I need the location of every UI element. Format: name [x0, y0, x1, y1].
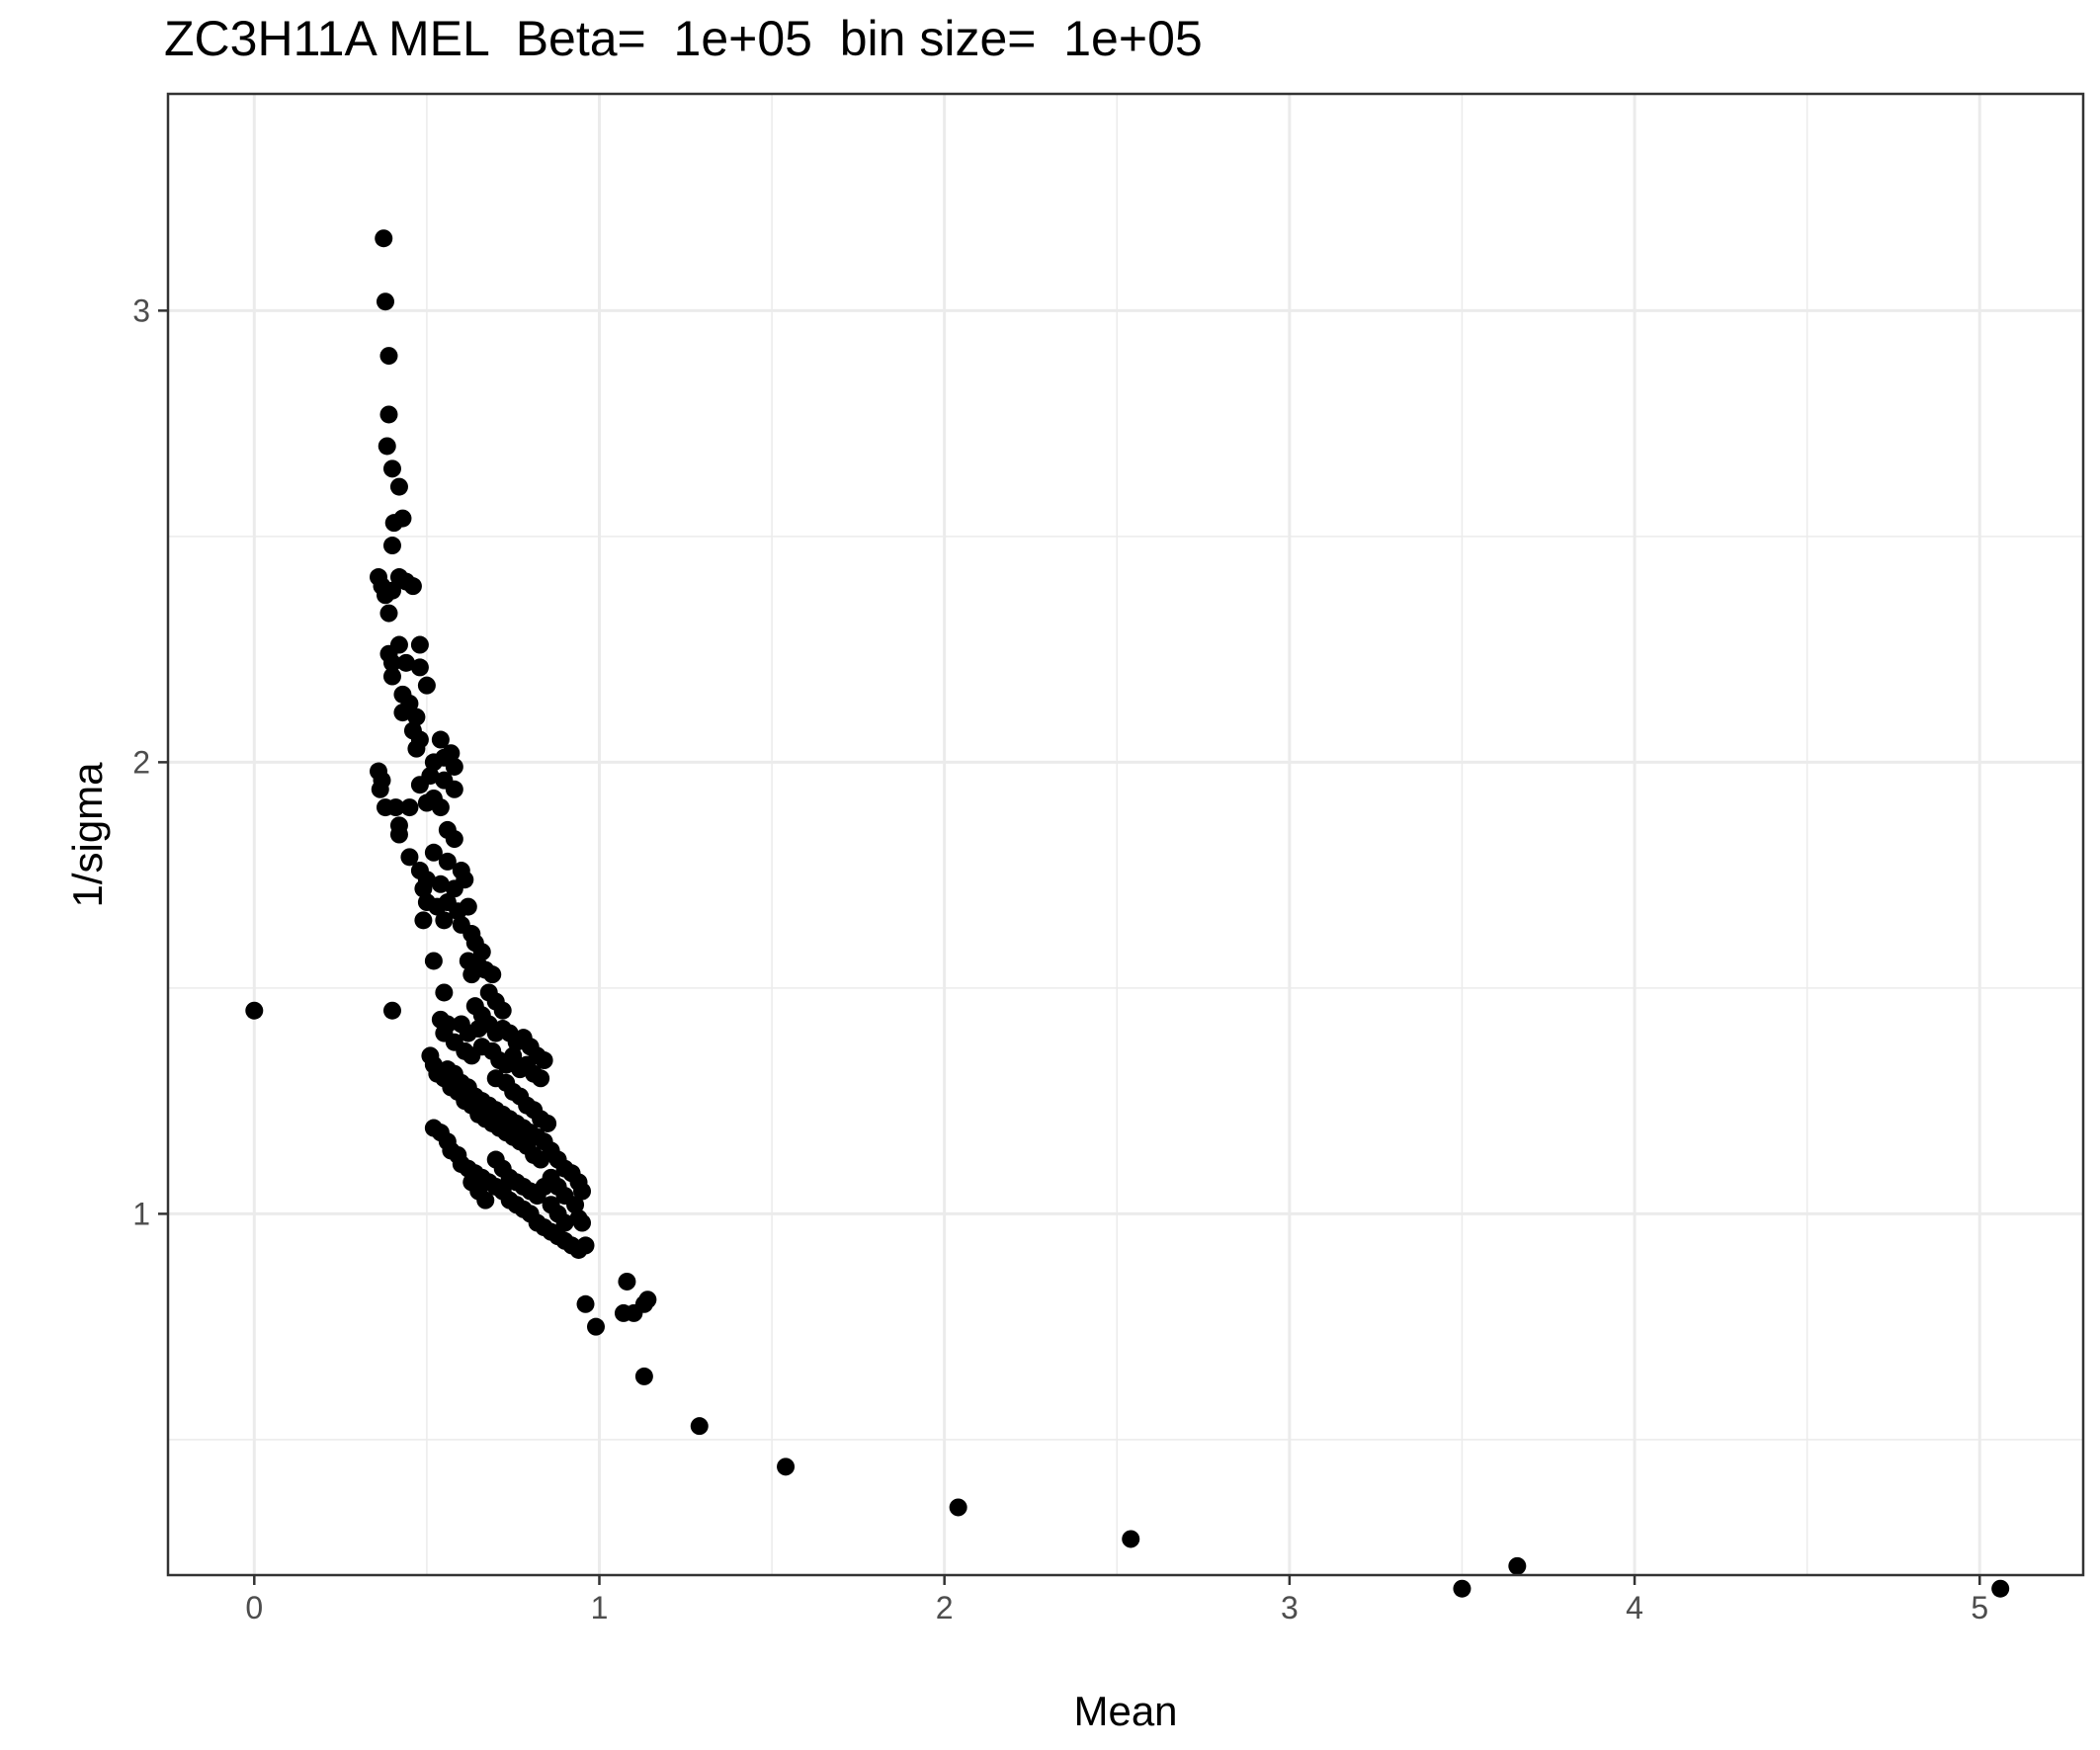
- data-point: [424, 753, 443, 772]
- data-point: [1122, 1530, 1140, 1548]
- data-point: [462, 965, 481, 984]
- data-point: [382, 537, 401, 555]
- data-point: [424, 952, 443, 970]
- data-point: [555, 1187, 574, 1206]
- x-tick-label: 3: [1281, 1590, 1299, 1625]
- data-point: [539, 1114, 557, 1132]
- data-point: [396, 653, 415, 672]
- x-axis-title: Mean: [1073, 1688, 1177, 1734]
- data-point: [445, 780, 463, 798]
- data-point: [382, 667, 401, 686]
- x-tick-label: 5: [1971, 1590, 1988, 1625]
- data-point: [586, 1317, 605, 1336]
- data-point: [690, 1417, 709, 1436]
- data-point: [618, 1272, 636, 1291]
- data-point: [625, 1303, 643, 1322]
- data-point: [777, 1458, 796, 1476]
- data-point: [472, 943, 491, 961]
- data-point: [573, 1213, 592, 1232]
- data-point: [576, 1294, 595, 1313]
- y-tick-label: 1: [132, 1196, 150, 1231]
- data-point: [445, 830, 463, 849]
- data-point: [532, 1069, 550, 1088]
- data-point: [407, 739, 426, 758]
- data-point: [386, 798, 405, 817]
- axes: 0 1 2 3 4 5 1 2 3: [132, 292, 1988, 1625]
- data-point: [1453, 1579, 1471, 1598]
- data-point: [431, 798, 450, 817]
- data-point: [555, 1213, 574, 1232]
- data-point: [1508, 1556, 1527, 1575]
- data-point: [375, 229, 393, 248]
- data-point: [573, 1182, 592, 1201]
- data-point: [424, 843, 443, 862]
- data-point: [400, 848, 419, 867]
- data-point: [382, 653, 401, 672]
- data-point: [410, 635, 429, 654]
- data-point: [1991, 1579, 2010, 1598]
- data-point: [456, 871, 474, 889]
- data-point: [493, 1001, 512, 1020]
- x-tick-label: 0: [245, 1590, 263, 1625]
- x-tick-label: 1: [591, 1590, 609, 1625]
- data-point: [417, 793, 436, 812]
- data-point: [417, 676, 436, 695]
- data-point: [431, 730, 450, 749]
- data-points: [245, 229, 2010, 1598]
- data-point: [535, 1051, 553, 1070]
- data-point: [483, 965, 502, 984]
- data-point: [576, 1236, 595, 1255]
- data-point: [410, 776, 429, 794]
- data-point: [949, 1498, 967, 1517]
- data-point: [382, 459, 401, 478]
- data-point: [379, 604, 398, 623]
- data-point: [384, 514, 403, 533]
- x-tick-label: 2: [936, 1590, 954, 1625]
- data-point: [378, 437, 396, 456]
- data-point: [431, 875, 450, 893]
- data-point: [528, 1187, 546, 1206]
- y-tick-label: 2: [132, 744, 150, 780]
- data-point: [389, 825, 408, 844]
- data-point: [634, 1367, 653, 1385]
- data-point: [414, 879, 433, 898]
- data-point: [414, 911, 433, 930]
- data-point: [504, 1046, 523, 1065]
- plot-panel-border: [166, 92, 2085, 1577]
- data-point: [382, 581, 401, 600]
- grid-lines: [168, 94, 2083, 1575]
- data-point: [442, 744, 461, 763]
- data-point: [435, 983, 454, 1002]
- data-point: [389, 477, 408, 496]
- data-point: [403, 577, 422, 596]
- data-point: [438, 852, 457, 871]
- data-point: [371, 780, 389, 798]
- data-point: [514, 1177, 533, 1196]
- y-axis-title: 1/sigma: [64, 762, 111, 908]
- data-point: [400, 798, 419, 817]
- data-point: [379, 405, 398, 424]
- data-point: [459, 897, 477, 916]
- y-tick-label: 3: [132, 292, 150, 328]
- data-point: [445, 757, 463, 776]
- data-point: [379, 347, 398, 366]
- data-point: [393, 704, 412, 722]
- data-point: [410, 658, 429, 677]
- x-tick-label: 4: [1626, 1590, 1643, 1625]
- data-point: [462, 1173, 481, 1192]
- data-point: [486, 1069, 505, 1088]
- data-point: [407, 708, 426, 726]
- chart-title: ZC3H11A MEL Beta= 1e+05 bin size= 1e+05: [164, 11, 1203, 66]
- data-point: [382, 1001, 401, 1020]
- data-point: [435, 911, 454, 930]
- data-point: [376, 292, 394, 311]
- data-point: [245, 1001, 264, 1020]
